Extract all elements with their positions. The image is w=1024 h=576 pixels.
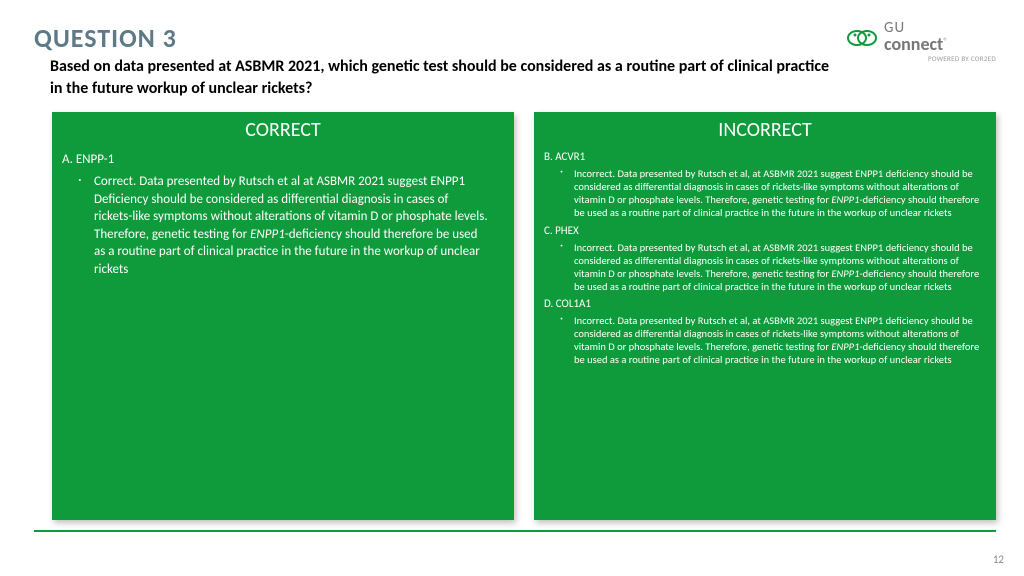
incorrect-d-em: ENPP1 <box>831 340 859 353</box>
page-number: 12 <box>993 553 1004 566</box>
incorrect-heading: INCORRECT <box>534 112 996 146</box>
logo-reg: ® <box>943 36 948 47</box>
question-text: Based on data presented at ASBMR 2021, w… <box>50 56 830 99</box>
correct-heading: CORRECT <box>52 112 514 146</box>
incorrect-b-em: ENPP1 <box>831 193 859 206</box>
incorrect-body-c: Incorrect. Data presented by Rutsch et a… <box>534 239 996 294</box>
incorrect-body-b: Incorrect. Data presented by Rutsch et a… <box>534 165 996 220</box>
logo-line2: connect <box>884 33 943 55</box>
incorrect-label-b: B. ACVR1 <box>534 146 996 165</box>
correct-panel: CORRECT A. ENPP-1 Correct. Data presente… <box>52 112 514 520</box>
correct-body: Correct. Data presented by Rutsch et al … <box>52 169 514 278</box>
incorrect-label-d: D. COL1A1 <box>534 293 996 312</box>
correct-answer-label: A. ENPP-1 <box>52 146 514 169</box>
bottom-divider <box>34 530 996 532</box>
incorrect-label-c: C. PHEX <box>534 220 996 239</box>
logo-text: GU connect® <box>884 22 948 53</box>
brand-logo: GU connect® POWERED BY COR2ED <box>846 22 996 63</box>
slide-title: QUESTION 3 <box>34 22 177 54</box>
slide: QUESTION 3 Based on data presented at AS… <box>0 0 1024 576</box>
incorrect-body-d: Incorrect. Data presented by Rutsch et a… <box>534 312 996 367</box>
incorrect-c-em: ENPP1 <box>831 267 859 280</box>
incorrect-panel: INCORRECT B. ACVR1 Incorrect. Data prese… <box>534 112 996 520</box>
logo-powered: POWERED BY COR2ED <box>846 54 996 63</box>
correct-body-em: ENPP1 <box>250 227 285 242</box>
logo-icon <box>846 26 878 50</box>
